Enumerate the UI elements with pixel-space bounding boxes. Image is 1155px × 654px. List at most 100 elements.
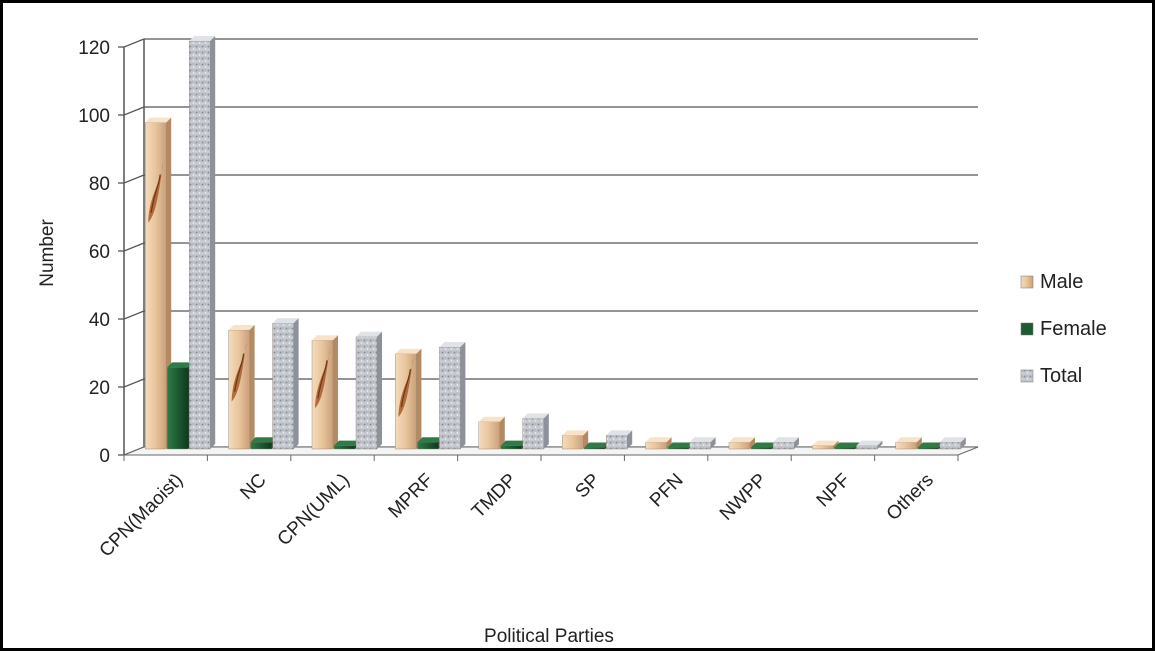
- gridline-side: [123, 174, 145, 184]
- gridline-side: [123, 106, 145, 116]
- bar-face: [478, 421, 500, 450]
- bar-side: [666, 437, 672, 449]
- bar-male-4: [478, 416, 505, 450]
- bar-side: [916, 437, 922, 449]
- bar-face: [917, 447, 939, 450]
- bar-top: [500, 440, 527, 446]
- bar-texture-line: [150, 174, 161, 213]
- bar-top: [189, 36, 216, 41]
- bar-top: [773, 437, 799, 443]
- bar-total-6: [689, 437, 716, 450]
- bar-top: [312, 335, 338, 341]
- bar-top: [334, 440, 360, 446]
- bar-top: [812, 440, 839, 446]
- x-axis-title: Political Parties: [484, 626, 614, 647]
- x-tick-label: CPN(UML): [274, 470, 355, 551]
- bar-top: [751, 442, 777, 448]
- bar-face: [439, 346, 461, 450]
- bar-top: [939, 437, 966, 443]
- bar-face: [895, 442, 917, 450]
- bar-face: [667, 447, 689, 450]
- gridline-side: [123, 242, 145, 252]
- x-tick-label: PFN: [646, 470, 688, 512]
- bar-face: [812, 445, 834, 450]
- x-tick-labels: CPN(Maoist) NC CPN(UML) MPRF TMDP SP PFN NWPP NP…: [95, 455, 959, 562]
- bar-total-2: [355, 331, 382, 450]
- y-tick-labels: 0 20 40 60 80 100 120: [78, 38, 110, 467]
- x-tick-label: NWPP: [716, 470, 771, 525]
- bar-total-4: [522, 413, 549, 450]
- bar-face: [355, 336, 378, 450]
- bar-side: [416, 348, 422, 449]
- legend-label-female: Female: [1040, 318, 1107, 340]
- bar-top: [562, 430, 589, 436]
- bar-top: [645, 437, 672, 443]
- bar-total-7: [772, 437, 799, 450]
- bar-top: [606, 430, 633, 436]
- bar-top: [417, 437, 444, 443]
- bar-total-1: [272, 318, 299, 450]
- bar-face: [333, 445, 356, 450]
- bar-side: [377, 331, 382, 449]
- bars: [144, 36, 966, 450]
- bar-male-5: [562, 430, 589, 450]
- bar-top: [729, 437, 755, 443]
- y-tick-label: 120: [78, 38, 110, 59]
- bar-male-6: [645, 437, 672, 450]
- bar-top: [439, 342, 466, 347]
- bar-top: [250, 437, 277, 443]
- bar-total-9: [939, 437, 966, 450]
- bar-side: [583, 430, 589, 449]
- y-tick-label: 40: [89, 310, 110, 331]
- bar-male-0: [144, 117, 172, 450]
- gridline-side: [123, 378, 145, 388]
- bar-face: [228, 329, 250, 450]
- bar-top: [478, 416, 505, 422]
- bar-texture-line: [317, 360, 328, 399]
- bar-face: [144, 122, 167, 450]
- bar-side: [499, 416, 505, 449]
- bar-total-5: [606, 430, 633, 450]
- x-tick-label: TMDP: [468, 470, 521, 523]
- bar-face: [562, 435, 584, 450]
- bar-face: [856, 445, 878, 450]
- bar-face: [500, 445, 522, 450]
- legend-swatch-total: [1020, 369, 1034, 383]
- bar-side: [960, 437, 966, 449]
- bar-face: [834, 447, 856, 450]
- x-tick-label: Others: [883, 470, 938, 525]
- bar-face: [728, 442, 751, 450]
- legend-swatch-female: [1020, 322, 1034, 336]
- bar-face: [395, 353, 417, 450]
- bar-side: [210, 36, 216, 449]
- x-tick-label: SP: [571, 470, 604, 503]
- bar-face: [311, 340, 334, 450]
- y-tick-label: 20: [89, 378, 110, 399]
- bar-top: [356, 331, 382, 337]
- bar-texture-line: [400, 369, 411, 408]
- bar-top: [856, 440, 883, 446]
- bar-face: [939, 442, 961, 450]
- bar-side: [293, 318, 299, 449]
- bar-face: [750, 447, 773, 450]
- bar-top: [167, 362, 194, 368]
- bar-face: [522, 418, 544, 450]
- y-tick-label: 80: [89, 174, 110, 195]
- bar-face: [645, 442, 667, 450]
- bar-top: [395, 348, 422, 354]
- y-tick-label: 100: [78, 106, 110, 127]
- bar-face: [689, 442, 711, 450]
- bar-face: [606, 435, 628, 450]
- y-tick-label: 0: [99, 446, 110, 467]
- bar-total-3: [439, 342, 466, 450]
- x-tick-label: MPRF: [385, 470, 438, 523]
- bar-top: [272, 318, 299, 324]
- bar-side: [877, 440, 883, 449]
- bar-face: [188, 40, 211, 450]
- x-tick-label: CPN(Maoist): [95, 470, 187, 562]
- bar-side: [833, 440, 839, 449]
- bar-side: [543, 413, 549, 449]
- bar-face: [272, 323, 294, 450]
- bar-top: [917, 442, 944, 448]
- bar-top: [667, 442, 694, 448]
